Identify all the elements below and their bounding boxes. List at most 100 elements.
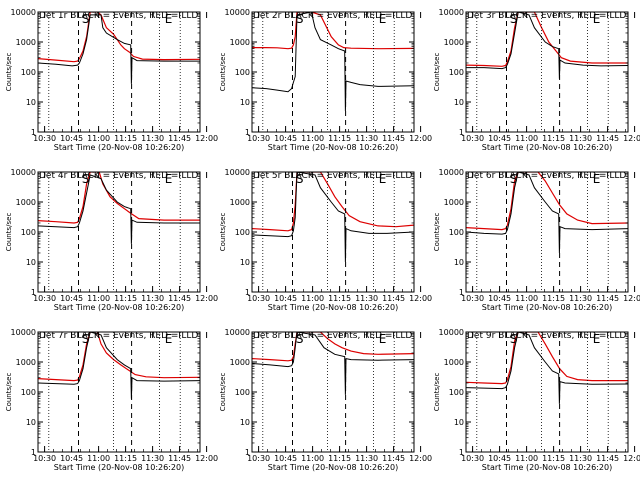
- x-tick-label: 11:00: [301, 294, 324, 303]
- marker-label: S: [510, 172, 518, 186]
- x-tick-label: 10:45: [274, 294, 297, 303]
- series-line-lld: [252, 12, 414, 50]
- plot-frame: [465, 331, 629, 453]
- series-line-events: [466, 12, 628, 79]
- marker-label: S: [82, 332, 90, 346]
- y-tick-label: 10: [454, 258, 464, 267]
- chart-panel-6: S E 1 10 100 1000 10000 10:30 10:45 11:00 11:15 11:…: [433, 168, 640, 312]
- y-axis-label: Counts/sec: [433, 53, 441, 92]
- y-tick-label: 1000: [230, 38, 250, 47]
- chart-title: Det 4r BLACK = Events, RED = LLD: [39, 171, 198, 181]
- x-tick-label: 10:45: [60, 294, 83, 303]
- y-axis-label: Counts/sec: [5, 53, 13, 92]
- marker-label: E: [379, 172, 387, 186]
- x-tick-label: 11:00: [87, 294, 110, 303]
- x-axis-label: Start Time (20-Nov-08 10:26:20): [482, 463, 612, 472]
- plot-frame: [37, 171, 201, 293]
- x-tick-label: 11:30: [569, 134, 592, 143]
- x-tick-label: 11:30: [569, 454, 592, 463]
- series-line-events: [466, 332, 628, 404]
- x-tick-label: 12:00: [409, 454, 432, 463]
- marker-label: S: [82, 12, 90, 26]
- x-tick-label: 11:45: [382, 134, 405, 143]
- plot-frame: [37, 331, 201, 453]
- x-tick-label: 12:00: [409, 134, 432, 143]
- series-line-lld: [38, 172, 200, 224]
- plot-frame: [251, 11, 415, 133]
- series-line-lld: [466, 12, 628, 67]
- marker-label: E: [593, 172, 601, 186]
- series-line-events: [252, 12, 414, 112]
- x-tick-label: 10:30: [247, 134, 270, 143]
- x-tick-label: 11:45: [382, 454, 405, 463]
- x-axis-label: Start Time (20-Nov-08 10:26:20): [482, 143, 612, 152]
- y-tick-label: 1: [245, 288, 250, 297]
- y-axis-label: Counts/sec: [5, 373, 13, 412]
- x-tick-label: 11:30: [141, 294, 164, 303]
- marker-label: S: [510, 12, 518, 26]
- x-axis-label: Start Time (20-Nov-08 10:26:20): [54, 463, 184, 472]
- series-group: [252, 332, 414, 395]
- chart-title: Det 2r BLACK = Events, RED = LLD: [253, 11, 412, 21]
- chart-title: Det 9r BLACK = Events, RED = LLD: [467, 331, 626, 341]
- y-tick-label: 1: [31, 448, 36, 457]
- marker-label: S: [296, 12, 304, 26]
- y-tick-label: 10: [454, 418, 464, 427]
- y-tick-label: 1: [31, 288, 36, 297]
- y-tick-label: 100: [235, 68, 250, 77]
- series-line-events: [252, 172, 414, 263]
- y-tick-label: 10: [26, 418, 36, 427]
- marker-label: S: [510, 332, 518, 346]
- chart-title: Det 5r BLACK = Events, RED = LLD: [253, 171, 412, 181]
- y-tick-label: 1: [31, 128, 36, 137]
- x-tick-label: 11:30: [355, 454, 378, 463]
- x-axis-label: Start Time (20-Nov-08 10:26:20): [482, 303, 612, 312]
- y-tick-label: 1000: [16, 358, 36, 367]
- series-group: [38, 172, 200, 244]
- x-tick-label: 10:30: [461, 294, 484, 303]
- plot-frame: [251, 171, 415, 293]
- chart-panel-9: S E 1 10 100 1000 10000 10:30 10:45 11:00 11:15 11:…: [433, 328, 640, 472]
- marker-label: E: [379, 332, 387, 346]
- series-group: [252, 12, 414, 112]
- x-tick-label: 11:00: [301, 454, 324, 463]
- x-axis-label: Start Time (20-Nov-08 10:26:20): [268, 463, 398, 472]
- chart-title: Det 1r BLACK = Events, RED = LLD: [39, 11, 198, 21]
- x-tick-label: 10:45: [60, 454, 83, 463]
- y-tick-label: 1000: [16, 198, 36, 207]
- marker-label: E: [593, 12, 601, 26]
- y-tick-label: 10000: [439, 168, 464, 177]
- marker-label: E: [165, 12, 173, 26]
- x-tick-label: 10:45: [274, 454, 297, 463]
- x-tick-label: 11:15: [328, 134, 351, 143]
- marker-label: S: [296, 332, 304, 346]
- plot-frame: [251, 331, 415, 453]
- x-tick-label: 11:30: [569, 294, 592, 303]
- chart-title: Det 7r BLACK = Events, RED = LLD: [39, 331, 198, 341]
- x-tick-label: 10:45: [60, 134, 83, 143]
- series-line-lld: [38, 332, 200, 382]
- series-line-events: [252, 332, 414, 395]
- x-tick-label: 10:45: [488, 294, 511, 303]
- x-axis-label: Start Time (20-Nov-08 10:26:20): [54, 303, 184, 312]
- marker-label: E: [165, 172, 173, 186]
- marker-label: S: [296, 172, 304, 186]
- y-tick-label: 100: [235, 228, 250, 237]
- series-group: [466, 332, 628, 404]
- y-tick-label: 1000: [230, 358, 250, 367]
- series-line-events: [38, 332, 200, 399]
- chart-panel-1: S E 1 10 100 1000 10000 10:30 10:45 11:00 11:15 11:…: [5, 8, 218, 152]
- x-tick-label: 11:45: [382, 294, 405, 303]
- x-tick-label: 10:45: [488, 454, 511, 463]
- y-axis-label: Counts/sec: [433, 213, 441, 252]
- y-tick-label: 1000: [230, 198, 250, 207]
- y-tick-label: 1000: [444, 38, 464, 47]
- series-line-events: [38, 14, 200, 84]
- x-tick-label: 11:45: [596, 134, 619, 143]
- x-tick-label: 11:15: [114, 134, 137, 143]
- x-tick-label: 11:00: [515, 294, 538, 303]
- x-tick-label: 11:30: [141, 134, 164, 143]
- chart-panel-2: S E 1 10 100 1000 10000 10:30 10:45 11:00 11:15 11:…: [219, 8, 432, 152]
- plot-frame: [465, 11, 629, 133]
